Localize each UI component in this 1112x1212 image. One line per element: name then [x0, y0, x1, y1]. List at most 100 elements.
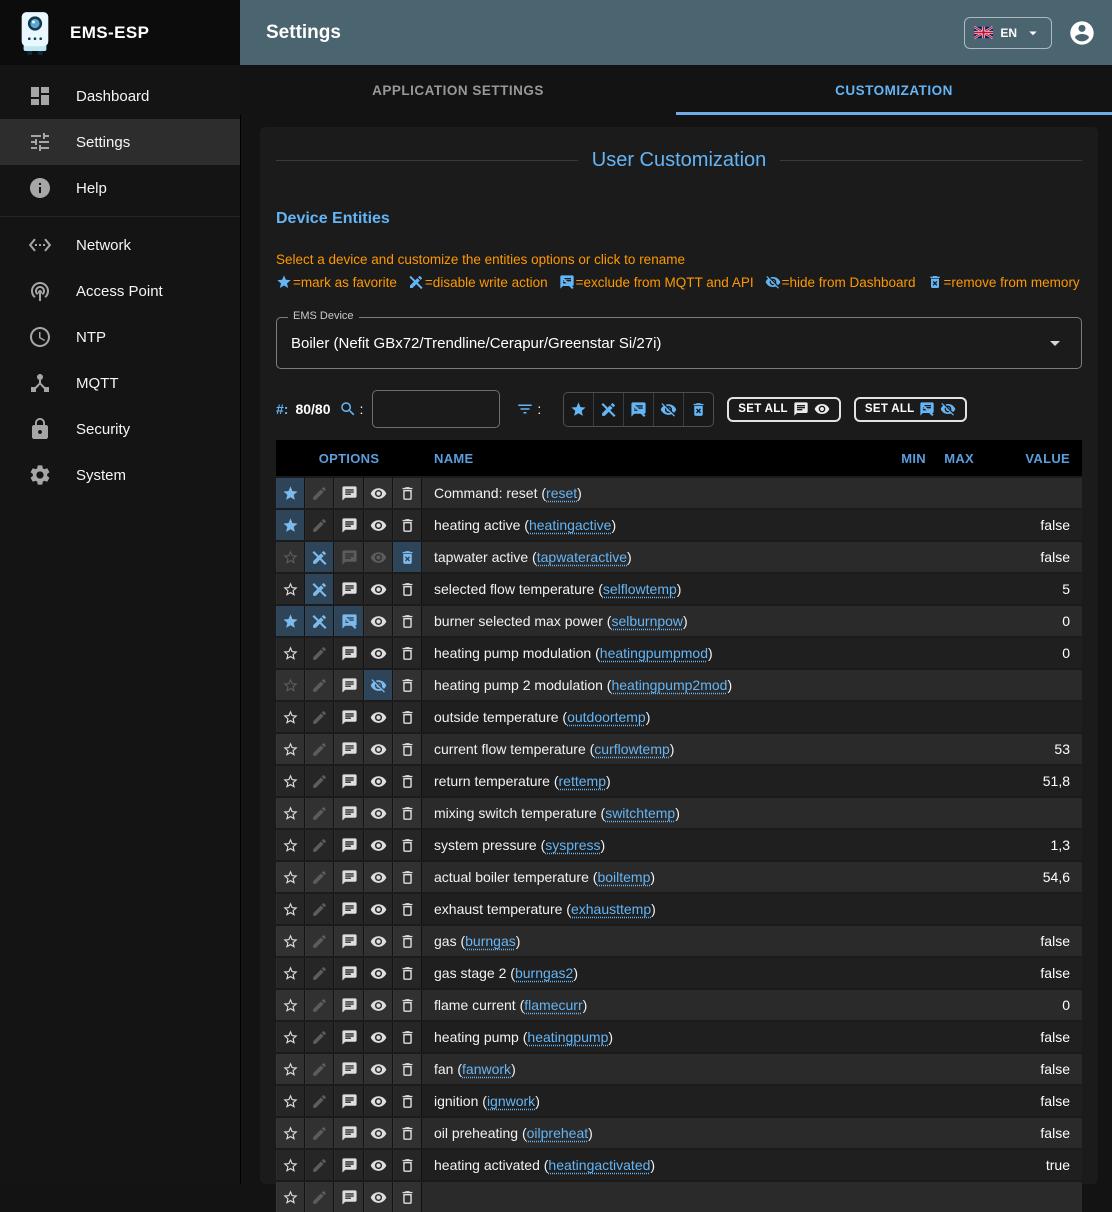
comment-toggle[interactable] — [334, 574, 364, 604]
star-toggle[interactable] — [276, 1118, 306, 1148]
edit-toggle[interactable] — [305, 702, 335, 732]
edit-toggle[interactable] — [305, 478, 335, 508]
star-toggle[interactable] — [276, 958, 306, 988]
comment-toggle[interactable] — [334, 1022, 364, 1052]
delete-toggle[interactable] — [393, 638, 423, 668]
star-toggle[interactable] — [276, 1150, 306, 1180]
entity-rename-link[interactable]: exhausttemp — [570, 901, 652, 917]
eye-toggle[interactable] — [364, 958, 393, 988]
eye-toggle[interactable] — [364, 798, 393, 828]
delete-toggle[interactable] — [393, 1054, 423, 1084]
comment-toggle[interactable] — [334, 1086, 364, 1116]
comment-toggle[interactable] — [334, 510, 364, 540]
delete-toggle[interactable] — [393, 958, 423, 988]
comment-toggle[interactable] — [334, 638, 364, 668]
entity-rename-link[interactable]: burngas — [465, 933, 516, 949]
star-filter-button[interactable] — [564, 392, 595, 426]
eye-toggle[interactable] — [364, 766, 393, 796]
edit-toggle[interactable] — [305, 862, 335, 892]
edit-toggle[interactable] — [305, 1182, 335, 1212]
entity-rename-link[interactable]: outdoortemp — [567, 709, 646, 725]
eye-toggle[interactable] — [364, 894, 393, 924]
delete-toggle[interactable] — [393, 574, 423, 604]
eye-toggle[interactable] — [364, 926, 393, 956]
sidebar-item-access-point[interactable]: Access Point — [0, 268, 240, 314]
eye-toggle[interactable] — [363, 670, 393, 700]
delete-toggle[interactable] — [393, 798, 423, 828]
entity-rename-link[interactable]: fanwork — [462, 1061, 512, 1077]
star-toggle[interactable] — [276, 1022, 306, 1052]
tab-application-settings[interactable]: APPLICATION SETTINGS — [240, 65, 676, 115]
edit-off-filter-button[interactable] — [594, 392, 625, 426]
delete-toggle[interactable] — [393, 1086, 423, 1116]
entity-rename-link[interactable]: burngas2 — [514, 965, 574, 981]
star-toggle[interactable] — [276, 638, 306, 668]
edit-toggle[interactable] — [305, 734, 335, 764]
eye-toggle[interactable] — [364, 574, 393, 604]
language-selector[interactable]: EN — [964, 16, 1052, 49]
entity-rename-link[interactable]: heatingpumpmod — [599, 645, 708, 661]
star-toggle[interactable] — [276, 510, 306, 540]
entity-rename-link[interactable]: heatingactivated — [548, 1157, 651, 1173]
entity-rename-link[interactable]: heatingpump2mod — [611, 677, 728, 693]
edit-toggle[interactable] — [305, 798, 335, 828]
edit-toggle[interactable] — [305, 1086, 335, 1116]
entity-rename-link[interactable]: syspress — [545, 837, 601, 853]
entity-rename-link[interactable]: selflowtemp — [602, 581, 677, 597]
eye-toggle[interactable] — [364, 1054, 393, 1084]
search-input[interactable] — [372, 390, 501, 428]
edit-toggle[interactable] — [305, 670, 335, 700]
comment-toggle[interactable] — [334, 926, 364, 956]
ems-device-select[interactable]: EMS Device Boiler (Nefit GBx72/Trendline… — [276, 310, 1082, 369]
edit-toggle[interactable] — [305, 638, 335, 668]
delete-toggle[interactable] — [393, 1150, 423, 1180]
eye-toggle[interactable] — [364, 1022, 393, 1052]
edit-toggle[interactable] — [305, 574, 335, 604]
delete-x-filter-button[interactable] — [684, 393, 713, 426]
comment-toggle[interactable] — [334, 702, 364, 732]
eye-toggle[interactable] — [364, 606, 393, 636]
delete-toggle[interactable] — [393, 606, 423, 636]
comment-toggle[interactable] — [334, 894, 364, 924]
star-toggle[interactable] — [276, 478, 306, 508]
comment-toggle[interactable] — [334, 862, 364, 892]
delete-toggle[interactable] — [393, 510, 423, 540]
comment-toggle[interactable] — [334, 478, 364, 508]
eye-toggle[interactable] — [364, 862, 393, 892]
edit-toggle[interactable] — [305, 990, 335, 1020]
eye-toggle[interactable] — [364, 638, 393, 668]
delete-toggle[interactable] — [393, 1118, 423, 1148]
star-toggle[interactable] — [276, 798, 306, 828]
comment-toggle[interactable] — [334, 798, 364, 828]
entity-rename-link[interactable]: flamecurr — [524, 997, 583, 1013]
comment-off-filter-button[interactable] — [624, 392, 655, 426]
eye-off-filter-button[interactable] — [654, 392, 685, 426]
entity-rename-link[interactable]: tapwateractive — [536, 549, 628, 565]
sidebar-item-security[interactable]: Security — [0, 406, 240, 452]
eye-toggle[interactable] — [364, 1118, 393, 1148]
delete-toggle[interactable] — [393, 862, 423, 892]
sidebar-item-help[interactable]: Help — [0, 165, 240, 211]
eye-toggle[interactable] — [364, 542, 393, 572]
sidebar-item-dashboard[interactable]: Dashboard — [0, 73, 240, 119]
edit-toggle[interactable] — [305, 894, 335, 924]
eye-toggle[interactable] — [364, 830, 393, 860]
comment-toggle[interactable] — [334, 734, 364, 764]
edit-toggle[interactable] — [305, 606, 335, 636]
edit-toggle[interactable] — [305, 542, 335, 572]
comment-toggle[interactable] — [334, 958, 364, 988]
user-avatar-button[interactable] — [1068, 19, 1096, 47]
delete-toggle[interactable] — [392, 542, 423, 572]
eye-toggle[interactable] — [364, 734, 393, 764]
comment-toggle[interactable] — [334, 1182, 364, 1212]
entity-rename-link[interactable]: rettemp — [558, 773, 606, 789]
entity-rename-link[interactable]: ignwork — [486, 1093, 536, 1109]
edit-toggle[interactable] — [305, 1150, 335, 1180]
star-toggle[interactable] — [276, 702, 306, 732]
delete-toggle[interactable] — [393, 734, 423, 764]
comment-toggle[interactable] — [334, 830, 364, 860]
star-toggle[interactable] — [276, 574, 306, 604]
set-all-visible-button[interactable]: SET ALL — [727, 396, 841, 422]
delete-toggle[interactable] — [393, 478, 423, 508]
sidebar-item-ntp[interactable]: NTP — [0, 314, 240, 360]
